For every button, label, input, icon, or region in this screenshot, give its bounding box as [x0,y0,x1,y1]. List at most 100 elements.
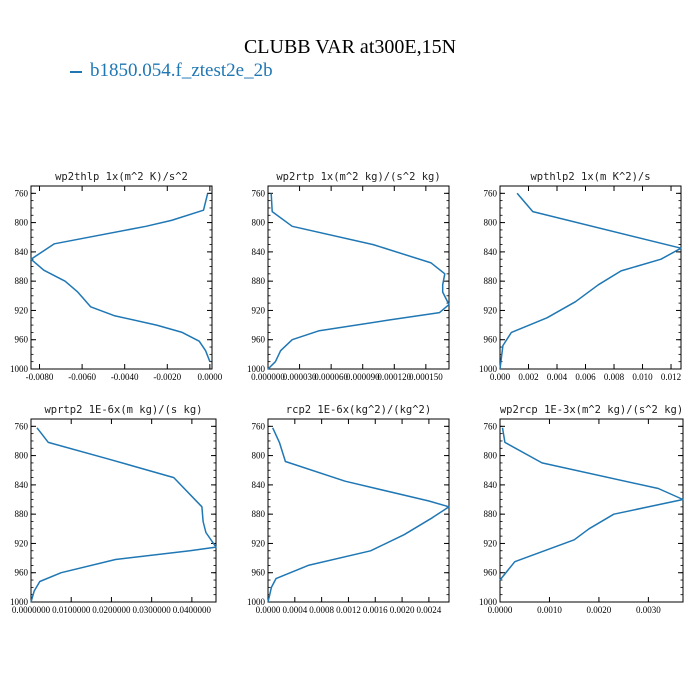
y-tick-label: 880 [252,276,266,286]
x-tick-label: 0.0000 [488,605,513,615]
subplot-2: wp2rtp 1x(m^2 kg)/(s^2 kg) 760 800 840 880 92… [247,171,450,382]
y-tick-label: 920 [15,538,29,548]
y-tick-label: 920 [252,305,266,315]
y-tick-label: 800 [15,451,29,461]
y-tick-label: 1000 [10,597,29,607]
axes-frame [499,185,682,370]
x-tick-label: 0.0100000 [52,605,91,615]
x-tick-label: 0.0010 [537,605,562,615]
y-tick-label: 760 [15,188,29,198]
x-tick-label: 0.0020 [390,605,415,615]
axes-frame [499,418,684,603]
y-tick-label: 960 [252,335,266,345]
y-tick-label: 760 [252,421,266,431]
x-tick-label: 0.0024 [417,605,442,615]
y-tick-label: 880 [252,509,266,519]
y-tick-label: 840 [15,247,29,257]
subplot-title: wprtp2 1E-6x(m kg)/(s kg) [44,404,202,416]
y-tick-label: 760 [252,188,266,198]
x-tick-label: 0.0004 [282,605,307,615]
subplot-4: wprtp2 1E-6x(m kg)/(s kg) 760 800 840 880 920… [10,404,217,615]
series-line [267,193,450,370]
y-tick-label: 1000 [247,364,266,374]
series-line [267,427,450,603]
subplot-title: rcp2 1E-6x(kg^2)/(kg^2) [286,404,431,416]
x-tick-label: 0.000090 [346,372,380,382]
y-tick-label: 800 [484,218,498,228]
y-tick-label: 880 [15,509,29,519]
y-tick-label: 920 [484,538,498,548]
y-tick-label: 760 [15,421,29,431]
x-tick-label: 0.000030 [283,372,317,382]
y-tick-label: 760 [484,421,498,431]
y-tick-label: 880 [484,276,498,286]
y-tick-label: 840 [484,247,498,257]
y-tick-label: 1000 [10,364,29,374]
x-tick-label: 0.000120 [377,372,411,382]
y-tick-label: 840 [252,480,266,490]
y-tick-label: 840 [484,480,498,490]
figure-title: CLUBB VAR at300E,15N [243,36,457,58]
y-tick-label: 800 [252,451,266,461]
x-tick-label: 0.0300000 [133,605,172,615]
series-line [30,427,217,603]
y-tick-label: 1000 [247,597,266,607]
y-tick-label: 960 [15,568,29,578]
y-tick-label: 880 [484,509,498,519]
series-line [499,192,682,370]
x-tick-label: -0.0060 [68,372,96,382]
x-tick-label: 0.0016 [363,605,388,615]
subplot-6: wp2rcp 1E-3x(m^2 kg)/(s^2 kg)760 800 840 88… [479,404,684,615]
subplot-1: wp2thlp 1x(m^2 K)/s^2 760 800 840 880 920 960 1… [10,171,223,382]
x-tick-label: 0.008 [604,372,625,382]
y-tick-label: 1000 [479,597,498,607]
x-tick-label: 0.012 [661,372,681,382]
x-tick-label: 0.0008 [309,605,334,615]
x-tick-label: 0.0400000 [173,605,212,615]
y-tick-label: 920 [252,538,266,548]
y-tick-label: 840 [15,480,29,490]
x-tick-label: 0.0000 [256,605,281,615]
x-tick-label: 0.000000 [251,372,285,382]
legend-label: b1850.054.f_ztest2e_2b [90,60,273,81]
x-tick-label: 0.010 [632,372,653,382]
x-tick-label: 0.0000 [197,372,222,382]
x-tick-label: 0.006 [575,372,596,382]
series-line [499,427,684,581]
y-tick-label: 960 [484,335,498,345]
y-tick-label: 960 [252,568,266,578]
x-tick-label: -0.0020 [153,372,181,382]
x-tick-label: -0.0040 [111,372,139,382]
x-tick-label: 0.000060 [314,372,348,382]
y-tick-label: 800 [252,218,266,228]
x-tick-label: 0.002 [518,372,538,382]
x-tick-label: -0.0080 [26,372,54,382]
y-tick-label: 960 [484,568,498,578]
legend-line-swatch [70,70,82,73]
series-line [30,193,211,362]
subplot-title: wpthlp2 1x(m K^2)/s [530,171,650,183]
y-tick-label: 1000 [479,364,498,374]
subplot-title: wp2rcp 1E-3x(m^2 kg)/(s^2 kg) [500,404,683,416]
x-tick-label: 0.0000000 [12,605,51,615]
x-tick-label: 0.0020 [587,605,612,615]
axes-frame [267,418,450,603]
axes-frame [30,185,213,370]
y-tick-label: 920 [484,305,498,315]
y-tick-label: 880 [15,276,29,286]
x-tick-label: 0.000150 [409,372,443,382]
legend: b1850.054.f_ztest2e_2b [70,60,273,82]
y-tick-label: 800 [15,218,29,228]
y-tick-label: 800 [484,451,498,461]
y-tick-label: 920 [15,305,29,315]
subplot-title: wp2rtp 1x(m^2 kg)/(s^2 kg) [276,171,440,183]
x-tick-label: 0.0200000 [92,605,131,615]
x-tick-label: 0.0012 [336,605,361,615]
subplot-5: rcp2 1E-6x(kg^2)/(kg^2) 760 800 840 880 920 96… [247,404,450,615]
axes-frame [267,185,450,370]
y-tick-label: 840 [252,247,266,257]
subplot-title: wp2thlp 1x(m^2 K)/s^2 [55,171,188,183]
y-tick-label: 960 [15,335,29,345]
x-tick-label: 0.0030 [636,605,661,615]
